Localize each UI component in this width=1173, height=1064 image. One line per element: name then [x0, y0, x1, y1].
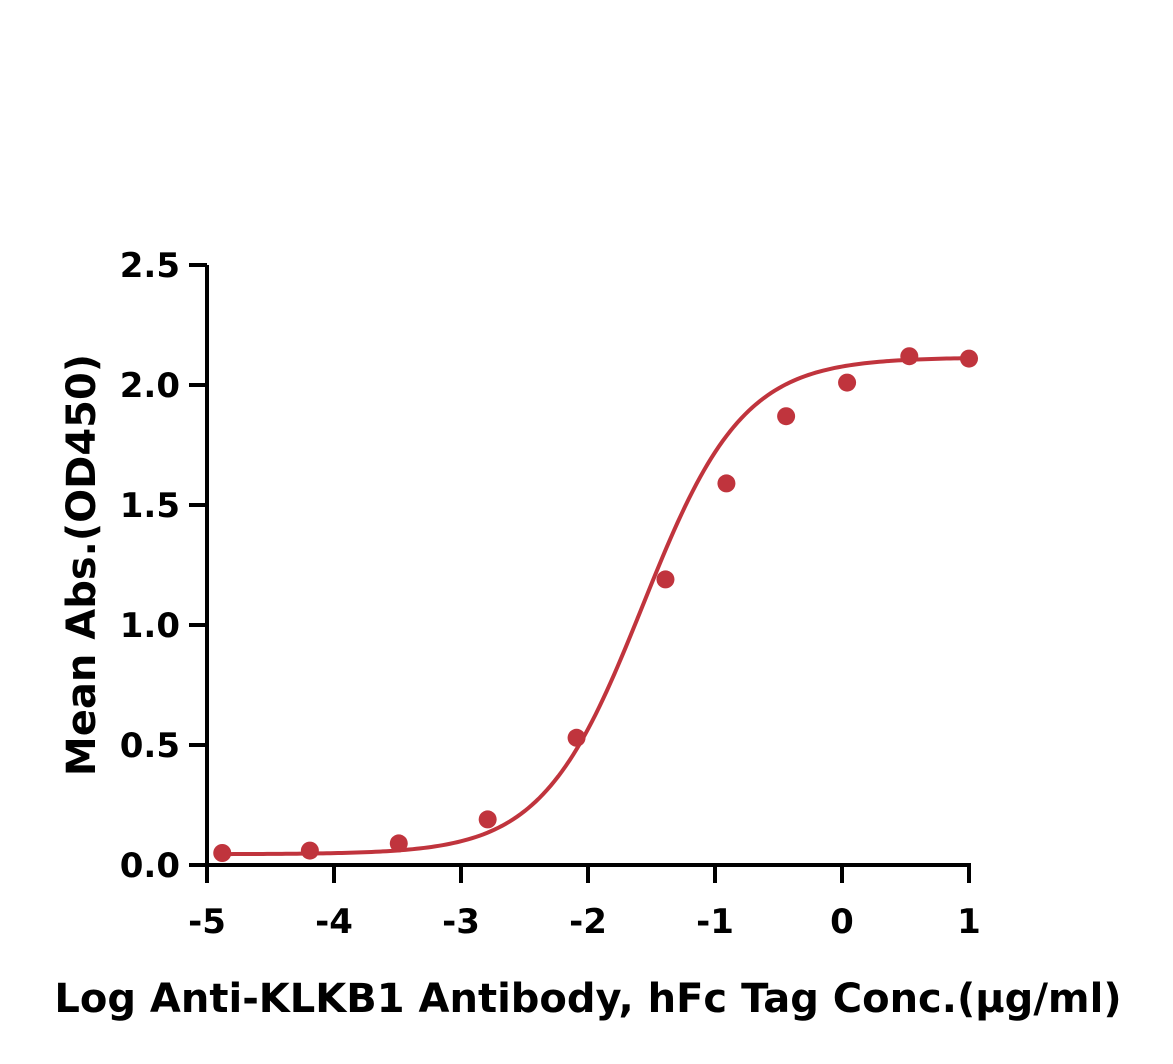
- x-tick-label: 1: [957, 902, 981, 942]
- data-point: [389, 834, 408, 853]
- data-point: [478, 810, 497, 829]
- data-point: [900, 347, 919, 366]
- data-point: [717, 474, 736, 493]
- data-point: [777, 407, 796, 426]
- y-axis-title: Mean Abs.(OD450): [59, 354, 105, 776]
- data-point: [213, 844, 232, 862]
- y-tick-label: 0.0: [120, 846, 180, 886]
- fit-curve: [222, 356, 970, 857]
- data-point: [960, 349, 978, 368]
- x-axis-title: Log Anti-KLKB1 Antibody, hFc Tag Conc.(μ…: [54, 976, 1121, 1022]
- axes: 0.0 0.5 1.0 1.5 2.0 2.5 -5 -4 -3 -2 -1 0 1: [120, 246, 981, 942]
- data-point: [567, 728, 586, 747]
- y-tick-label: 0.5: [120, 726, 180, 766]
- x-tick-label: -2: [569, 902, 607, 942]
- x-tick-label: 0: [830, 902, 854, 942]
- y-tick-label: 1.5: [120, 486, 180, 526]
- x-tick-label: -5: [188, 902, 226, 942]
- data-point: [838, 373, 857, 392]
- x-tick-label: -4: [315, 902, 353, 942]
- data-point: [656, 570, 675, 589]
- y-tick-label: 1.0: [120, 606, 180, 646]
- y-tick-label: 2.0: [120, 366, 180, 406]
- x-tick-label: -3: [442, 902, 480, 942]
- fit-curve-layer: [222, 356, 970, 857]
- y-tick-label: 2.5: [120, 246, 180, 286]
- data-point: [300, 841, 319, 860]
- x-tick-label: -1: [696, 902, 734, 942]
- data-points: [213, 347, 978, 862]
- axis-labels: Log Anti-KLKB1 Antibody, hFc Tag Conc.(μ…: [54, 354, 1121, 1022]
